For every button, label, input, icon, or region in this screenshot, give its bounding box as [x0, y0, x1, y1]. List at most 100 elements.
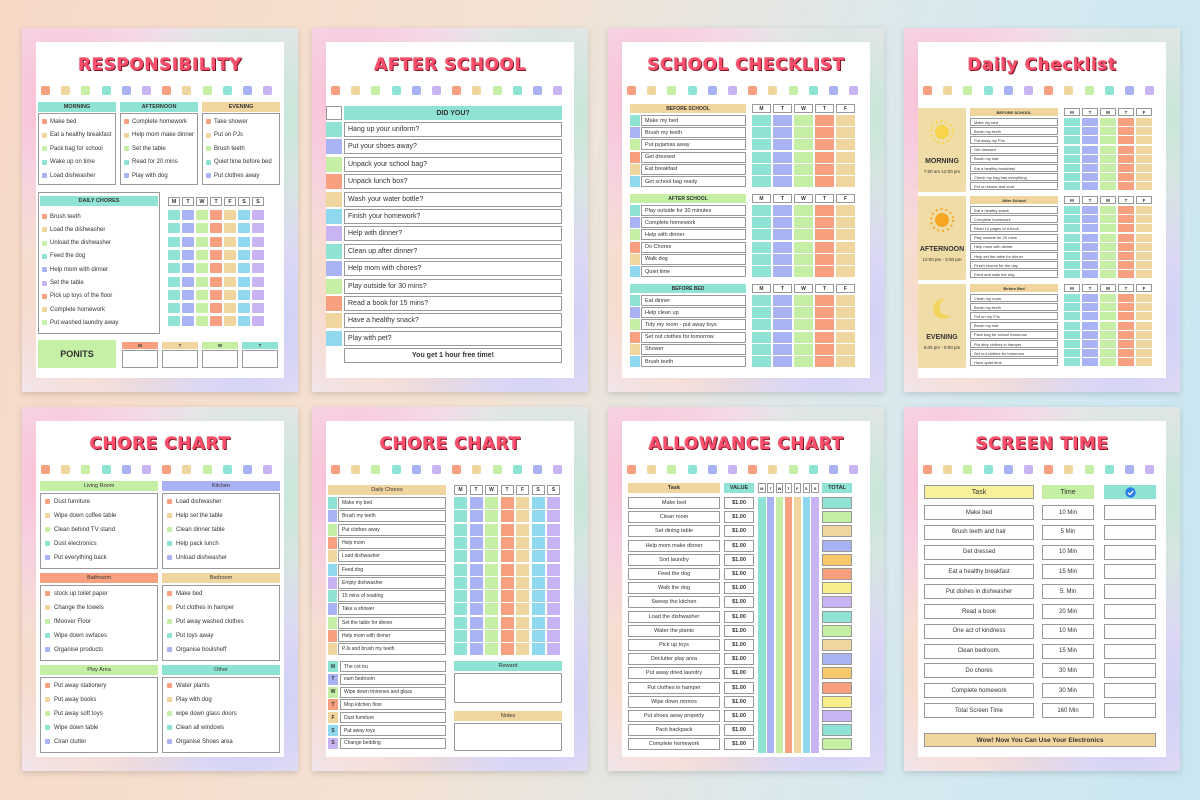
time-cell: 30 Min — [1042, 663, 1094, 679]
check-cell — [531, 563, 545, 576]
time-label: EVENING — [926, 333, 958, 341]
check-cell — [252, 210, 264, 220]
item-text: Finish your homework? — [344, 209, 562, 224]
check-icon — [1124, 486, 1136, 498]
task-header: Task — [628, 483, 720, 493]
item-swatch — [167, 633, 172, 638]
check-cell — [1136, 242, 1152, 251]
item-swatch — [630, 319, 640, 331]
check-cell — [794, 139, 813, 151]
item-text: Put away stationery — [54, 682, 107, 689]
legend-task: Mop kitchen floor — [340, 699, 446, 711]
check-cell — [1100, 173, 1116, 182]
task-cell: Put shoes away properly — [628, 710, 720, 722]
deco-square — [391, 86, 401, 95]
item-text: Put clothes away — [214, 172, 260, 179]
check-cell — [1118, 145, 1134, 154]
deco-square — [923, 86, 932, 95]
deco-square — [728, 86, 737, 95]
time-label: AFTERNOON — [919, 245, 965, 253]
reward-header: Reward — [454, 661, 562, 671]
check-cell — [836, 343, 855, 355]
check-cell — [1082, 252, 1098, 260]
item-text: Put pyjamas away — [641, 139, 746, 151]
check-cell — [196, 276, 208, 287]
value-cell: $1.00 — [724, 596, 754, 609]
check-cell — [1100, 270, 1116, 279]
deco-square — [61, 86, 71, 95]
item-text: Put on shoes and coat — [970, 182, 1058, 191]
points-day: T — [162, 342, 198, 349]
legend-task: Dust furniture — [340, 712, 446, 724]
check-cell — [752, 356, 771, 367]
check-cell — [1082, 127, 1098, 136]
check-cell — [794, 127, 813, 139]
section-header: Before Bed — [970, 284, 1058, 292]
check-cell — [531, 550, 545, 563]
check-cell — [1100, 242, 1116, 251]
day-column — [793, 497, 802, 753]
check-cell — [454, 630, 467, 642]
day-header: W — [1100, 284, 1116, 292]
section-box — [40, 585, 158, 661]
check-cell — [1100, 340, 1116, 348]
check-cell — [531, 497, 545, 509]
check-cell — [196, 249, 208, 260]
item-text: Water plants — [176, 682, 210, 689]
check-cell — [168, 303, 180, 314]
check-cell — [182, 263, 194, 274]
item-swatch — [206, 132, 211, 138]
check-cell — [547, 603, 560, 616]
time-range: 12:00 pm - 5:00 pm — [922, 256, 962, 262]
time-cell: 20 Min — [1042, 604, 1094, 619]
task-cell: Declutter play area — [628, 653, 720, 666]
task-cell: Total Screen Time — [924, 703, 1034, 718]
deco-square — [983, 86, 993, 95]
check-cell — [1118, 242, 1134, 251]
check-cell — [1100, 136, 1116, 145]
check-cell — [1118, 182, 1134, 191]
points-day: M — [122, 342, 158, 349]
value-cell: $1.00 — [724, 610, 754, 623]
time-card — [918, 284, 966, 368]
deco-square — [788, 86, 798, 95]
list-header: Daily Chores — [328, 485, 446, 495]
check-cell — [238, 276, 250, 287]
check-cell — [1100, 154, 1116, 163]
day-header: M — [1064, 196, 1080, 204]
day-header: F — [1136, 284, 1152, 292]
check-cell — [182, 236, 194, 247]
legend-task: Change bedding — [340, 737, 446, 749]
value-cell: $1.00 — [724, 724, 754, 737]
deco-square — [647, 465, 657, 474]
item-text: Complete homework — [132, 118, 188, 125]
check-cell — [238, 236, 250, 247]
item-swatch — [45, 725, 50, 730]
check-cell — [531, 510, 545, 523]
check-cell — [1136, 261, 1152, 270]
item-text: Put clothes away — [338, 523, 446, 536]
item-swatch — [42, 227, 47, 233]
check-cell — [773, 127, 792, 139]
item-swatch — [45, 647, 50, 652]
deco-square — [1064, 86, 1074, 95]
deco-square — [202, 86, 212, 95]
item-swatch — [45, 633, 50, 638]
deco-square — [371, 86, 381, 95]
check-cell — [1118, 294, 1134, 302]
page-title: SCHOOL CHECKLIST — [647, 55, 845, 75]
page-title: Daily Checklist — [967, 55, 1117, 75]
item-swatch — [124, 146, 129, 151]
task-cell: Eat a healthy breakfast — [924, 564, 1034, 580]
item-text: wipe down glass doors — [176, 710, 237, 717]
check-cell — [168, 249, 180, 260]
section-header: MORNING — [38, 102, 116, 112]
check-cell — [773, 176, 792, 187]
section-header: DAILY CHORES — [40, 196, 158, 206]
value-cell: $1.00 — [724, 738, 754, 751]
deco-square — [512, 465, 522, 474]
check-cell — [794, 115, 813, 126]
item-swatch — [206, 146, 211, 151]
check-cell — [1082, 321, 1098, 330]
item-text: Make my bed — [338, 497, 446, 509]
